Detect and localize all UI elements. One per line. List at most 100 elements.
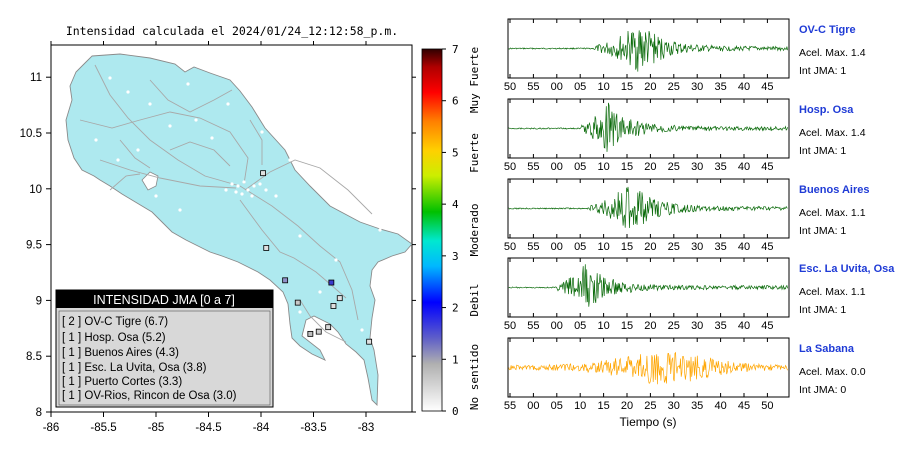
- seismogram-panel: 50 55 00 05 10 15 20 25 30 35 40 45 Buenos Aires Acel…: [504, 178, 870, 253]
- legend-title: INTENSIDAD JMA [0 a 7]: [93, 293, 235, 307]
- station-marker: [336, 295, 343, 302]
- seismogram-tick-label: 55: [527, 241, 539, 253]
- seismogram-tick-label: 10: [597, 161, 609, 173]
- colorbar-tick-label: 0: [452, 405, 459, 418]
- seismogram-tick-label: 45: [761, 161, 773, 173]
- seismogram-trace: [508, 351, 788, 385]
- intensity-colorbar: 0 1 2 3 4 5 6 7 Muy Fuerte Fuerte Moderado Debi…: [421, 43, 481, 418]
- seismogram-trace: [508, 186, 788, 229]
- map-y-tick-label: 11: [30, 72, 42, 84]
- station-jma-intensity: Int JMA: 0: [799, 384, 846, 396]
- seismogram-tick-label: 20: [621, 400, 633, 412]
- legend-entry: [ 1 ] OV-Rios, Rincon de Osa (3.0): [62, 390, 237, 402]
- station-marker: [282, 277, 289, 284]
- seismogram-tick-label: 20: [644, 161, 656, 173]
- seismogram-tick-label: 00: [551, 241, 563, 253]
- map-title: Intensidad calculada el 2024/01/24_12:12…: [66, 24, 398, 38]
- seismogram-tick-label: 20: [644, 320, 656, 332]
- seismogram-tick-label: 00: [551, 320, 563, 332]
- colorbar-label-debil: Debil: [468, 283, 481, 316]
- seismogram-tick-label: 15: [621, 320, 633, 332]
- legend-title-bar: [56, 290, 273, 308]
- seismogram-tick-label: 40: [738, 161, 750, 173]
- map-y-axis: 11 10.5 10 9.5 9 8.5 8: [20, 72, 416, 419]
- seismogram-tick-label: 45: [738, 400, 750, 412]
- seismogram-tick-label: 35: [714, 81, 726, 93]
- seismogram-tick-label: 10: [574, 400, 586, 412]
- map-x-tick-label: -85: [148, 422, 165, 434]
- seismogram-tick-label: 25: [668, 81, 680, 93]
- station-marker: [260, 170, 267, 177]
- map-x-tick-label: -84.5: [195, 422, 221, 434]
- station-jma-intensity: Int JMA: 1: [799, 225, 846, 237]
- station-name: OV-C Tigre: [799, 24, 856, 36]
- colorbar-tick-label: 6: [452, 95, 459, 108]
- seismogram-tick-label: 35: [714, 241, 726, 253]
- station-marker: [325, 324, 332, 331]
- legend-entry: [ 1 ] Buenos Aires (4.3): [62, 347, 179, 359]
- map-y-tick-label: 10: [29, 184, 42, 196]
- seismogram-tick-label: 50: [504, 161, 516, 173]
- seismogram-tick-label: 30: [691, 320, 703, 332]
- colorbar-label-no-sentido: No sentido: [468, 344, 481, 410]
- map-y-tick-label: 8.5: [26, 351, 42, 363]
- seismogram-tick-label: 50: [761, 400, 773, 412]
- legend-entry: [ 1 ] Esc. La Uvita, Osa (3.8): [62, 362, 207, 374]
- map-y-tick-label: 9: [36, 295, 42, 307]
- map-x-tick-label: -86: [43, 422, 60, 434]
- seismogram-tick-label: 40: [714, 400, 726, 412]
- station-marker: [330, 303, 337, 309]
- station-max-accel: Acel. Max. 1.1: [799, 207, 866, 219]
- seismogram-tick-label: 30: [691, 241, 703, 253]
- seismogram-tick-label: 40: [738, 241, 750, 253]
- seismogram-tick-label: 25: [668, 241, 680, 253]
- seismogram-tick-label: 15: [621, 161, 633, 173]
- seismogram-tick-label: 50: [504, 320, 516, 332]
- colorbar-label-moderado: Moderado: [468, 204, 481, 257]
- seismogram-tick-label: 25: [668, 320, 680, 332]
- colorbar-gradient: [421, 48, 443, 412]
- seismogram-tick-label: 55: [527, 161, 539, 173]
- station-marker: [315, 328, 322, 335]
- colorbar-tick-label: 2: [452, 302, 459, 315]
- seismogram-tick-label: 05: [574, 241, 586, 253]
- seismogram-tick-label: 00: [527, 400, 539, 412]
- station-marker: [328, 279, 335, 286]
- station-max-accel: Acel. Max. 1.1: [799, 286, 866, 298]
- station-marker: [307, 330, 314, 337]
- seismogram-tick-label: 45: [761, 81, 773, 93]
- seismogram-panel: 55 00 05 10 15 20 25 30 35 40 45 50 La Sabana Acel. M…: [504, 337, 866, 412]
- seismogram-tick-label: 40: [738, 81, 750, 93]
- seismogram-tick-label: 15: [621, 241, 633, 253]
- station-max-accel: Acel. Max. 1.4: [799, 47, 866, 59]
- map-x-tick-label: -83: [358, 422, 375, 434]
- seismogram-tick-label: 15: [597, 400, 609, 412]
- seismogram-tick-label: 45: [761, 320, 773, 332]
- seismogram-tick-label: 05: [574, 81, 586, 93]
- seismogram-tick-label: 25: [644, 400, 656, 412]
- seismogram-tick-label: 45: [761, 241, 773, 253]
- seismogram-tick-label: 10: [597, 81, 609, 93]
- seismogram-tick-label: 35: [714, 320, 726, 332]
- map-y-tick-label: 9.5: [26, 240, 42, 252]
- legend-entry: [ 1 ] Hosp. Osa (5.2): [62, 332, 166, 344]
- station-max-accel: Acel. Max. 1.4: [799, 127, 866, 139]
- map-x-tick-label: -84: [253, 422, 270, 434]
- map-x-axis: -86 -85.5 -85 -84.5 -84 -83.5 -83: [43, 41, 375, 434]
- seismogram-tick-label: 10: [597, 241, 609, 253]
- station-markers: [260, 170, 373, 345]
- colorbar-tick-label: 3: [452, 250, 459, 263]
- station-jma-intensity: Int JMA: 1: [799, 145, 846, 157]
- seismogram-tick-label: 30: [668, 400, 680, 412]
- seismogram-tick-label: 00: [551, 81, 563, 93]
- seismogram-tick-label: 20: [644, 81, 656, 93]
- seismogram-tick-label: 55: [527, 81, 539, 93]
- seismogram-tick-label: 35: [691, 400, 703, 412]
- seismogram-tick-label: 25: [668, 161, 680, 173]
- seismogram-trace: [508, 30, 788, 72]
- seismogram-trace: [508, 264, 788, 307]
- legend-entry: [ 1 ] Puerto Cortes (3.3): [62, 376, 182, 388]
- seismogram-panels: 50 55 00 05 10 15 20 25 30 35 40 45 OV-C Tigre Acel. …: [504, 18, 895, 412]
- seismogram-tick-label: 50: [504, 81, 516, 93]
- populated-places: [94, 76, 382, 332]
